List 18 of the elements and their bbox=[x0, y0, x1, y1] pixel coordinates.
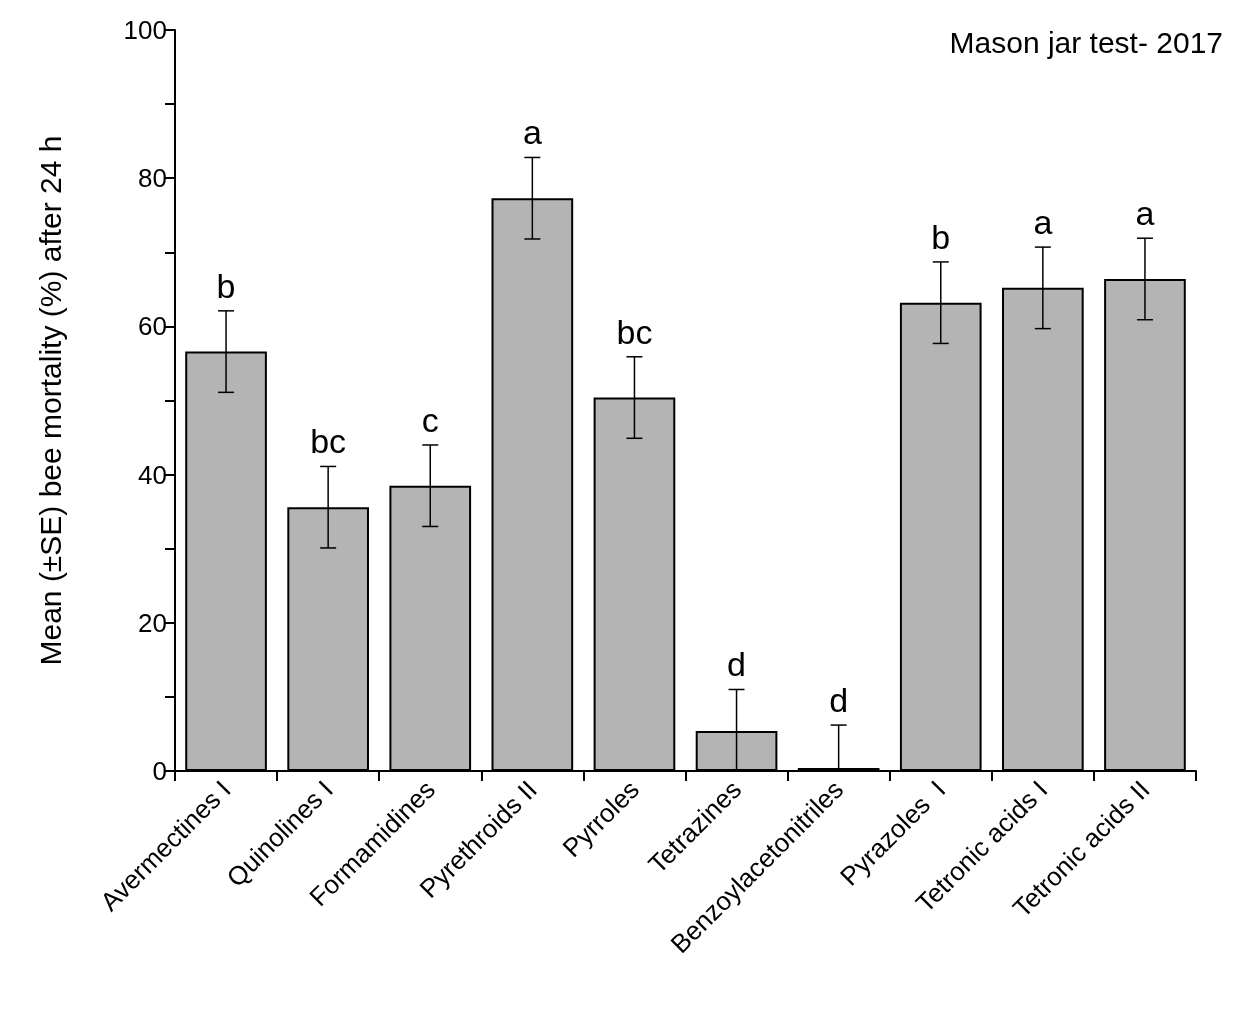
y-tick-label: 60 bbox=[138, 311, 167, 342]
annotation: bc bbox=[310, 422, 347, 461]
annotation: b bbox=[931, 217, 951, 256]
y-tick-label: 100 bbox=[123, 15, 167, 45]
annotation: a bbox=[522, 113, 542, 152]
annotation: bc bbox=[616, 312, 653, 351]
annotation: a bbox=[1135, 194, 1155, 233]
chart-title: Mason jar test- 2017 bbox=[949, 25, 1224, 59]
y-axis-title: Mean (±SE) bee mortality (%) after 24 h bbox=[33, 135, 67, 666]
annotation: b bbox=[216, 266, 236, 305]
y-tick-label: 40 bbox=[138, 459, 167, 490]
annotation: a bbox=[1033, 203, 1053, 242]
annotation: c bbox=[421, 400, 439, 439]
annotation: d bbox=[829, 681, 849, 720]
y-tick-label: 80 bbox=[138, 163, 167, 194]
y-tick-label: 20 bbox=[138, 607, 167, 638]
annotation: d bbox=[727, 645, 747, 684]
y-tick-label: 0 bbox=[152, 756, 167, 786]
